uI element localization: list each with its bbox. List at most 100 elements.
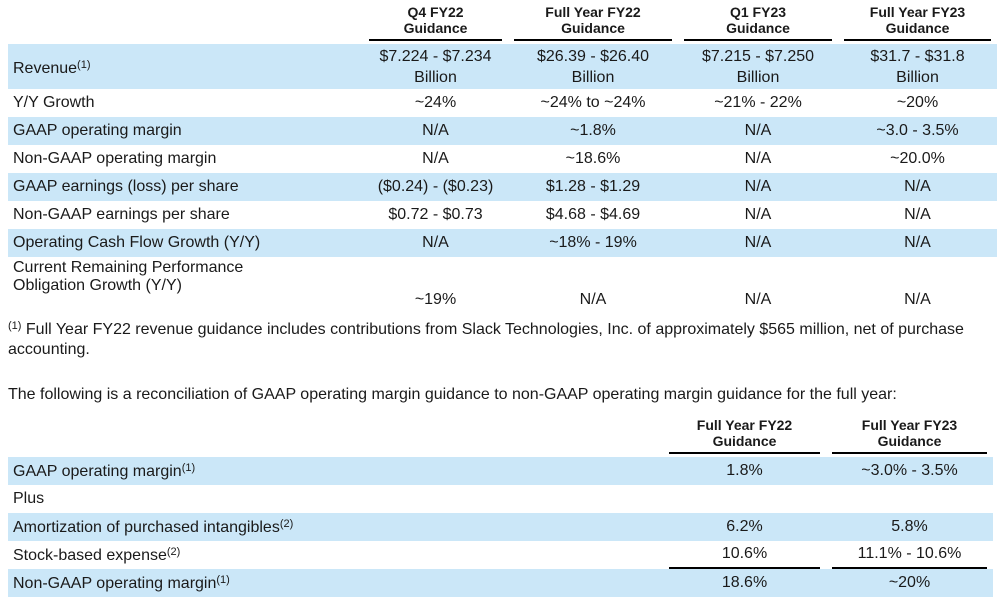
table-row-gaap-operating-margin: GAAP operating margin(1) 1.8% ~3.0% - 3.… [8,457,993,485]
cell-full-year-fy23: ~3.0% - 3.5% [861,462,958,479]
row-label: Revenue [13,59,78,77]
cell-q4-fy22: N/A [422,150,449,167]
cell-full-year-fy23: ~20.0% [890,150,945,167]
cell-full-year-fy22: ~18% - 19% [549,234,637,251]
cell-full-year-fy23: ~3.0 - 3.5% [876,122,959,139]
row-label-superscript: (1) [181,461,196,474]
row-label-superscript: (1) [216,573,230,586]
header-full-year-fy23: Full Year FY23 Guidance [838,4,997,44]
guidance-table-header-row: Q4 FY22 Guidance Full Year FY22 Guidance… [8,4,997,44]
table-row-stock-based-expense: Stock-based expense(2) 10.6% 11.1% - 10.… [8,541,993,569]
cell-full-year-fy23: 5.8% [891,518,928,535]
header-full-year-fy22: Full Year FY22 Guidance [663,417,826,457]
cell-full-year-fy22: ~1.8% [570,122,616,139]
cell-full-year-fy23: N/A [904,234,931,251]
cell-full-year-fy22: N/A [579,291,607,308]
table-row-crpo-growth: Current Remaining Performance Obligation… [8,257,997,312]
header-full-year-fy23: Full Year FY23 Guidance [826,417,993,457]
table-row-non-gaap-operating-margin: Non-GAAP operating margin(1) 18.6% ~20% [8,569,993,597]
row-label: Non-GAAP operating margin [13,150,217,167]
table-row-non-gaap-operating-margin: Non-GAAP operating margin N/A ~18.6% N/A… [8,145,997,173]
cell-full-year-fy23: N/A [904,178,931,195]
reconciliation-table: Full Year FY22 Guidance Full Year FY23 G… [8,417,993,597]
footnote-text: Full Year FY22 revenue guidance includes… [8,321,964,358]
row-label-cell: Amortization of purchased intangibles(2) [8,513,663,541]
cell-full-year-fy22: ~18.6% [565,150,621,167]
header-empty-cell [8,4,363,44]
cell-full-year-fy22: $26.39 - $26.40 Billion [536,47,650,86]
row-label: Plus [13,490,45,507]
row-label-cell: GAAP earnings (loss) per share [8,173,363,201]
reconciliation-intro-paragraph: The following is a reconciliation of GAA… [8,386,897,403]
row-label-superscript: (1) [77,58,91,71]
row-label: Y/Y Growth [13,94,95,111]
row-label-superscript: (2) [166,545,181,558]
cell-q4-fy22: ~19% [414,291,457,308]
guidance-page: Q4 FY22 Guidance Full Year FY22 Guidance… [8,4,997,597]
cell-q4-fy22: $0.72 - $0.73 [388,206,483,223]
cell-q4-fy22: ($0.24) - ($0.23) [377,178,494,195]
header-q4-fy22: Q4 FY22 Guidance [363,4,508,44]
cell-full-year-fy23: 11.1% - 10.6% [826,541,993,569]
row-label-cell: GAAP operating margin [8,117,363,145]
header-empty-cell [8,417,663,457]
cell-full-year-fy23: N/A [904,206,931,223]
table-row-revenue: Revenue(1) $7.224 - $7.234 Billion $26.3… [8,44,997,89]
row-label-cell: Plus [8,485,663,513]
cell-full-year-fy23 [826,485,993,513]
row-label-cell: Non-GAAP operating margin [8,145,363,173]
cell-full-year-fy22: $1.28 - $1.29 [545,178,641,195]
row-label-cell: Revenue(1) [8,44,363,89]
subtotal-rule: 11.1% - 10.6% [832,544,987,569]
cell-q1-fy23: N/A [744,291,772,308]
cell-q4-fy22: $7.224 - $7.234 Billion [379,47,492,86]
row-label-cell: Operating Cash Flow Growth (Y/Y) [8,229,363,257]
row-label-cell: Stock-based expense(2) [8,541,663,569]
cell-full-year-fy22: 6.2% [726,518,763,535]
cell-full-year-fy22 [663,485,826,513]
row-label-cell: GAAP operating margin(1) [8,457,663,485]
cell-full-year-fy23: $31.7 - $31.8 Billion [870,47,965,86]
row-label-cell: Non-GAAP earnings per share [8,201,363,229]
row-label-cell: Non-GAAP operating margin(1) [8,569,663,597]
cell-q4-fy22: ~24% [414,94,457,111]
header-full-year-fy22-label: Full Year FY22 Guidance [514,4,672,41]
cell-full-year-fy23: ~20% [896,94,939,111]
row-label: Non-GAAP earnings per share [13,206,230,223]
cell-full-year-fy22: ~24% to ~24% [540,94,646,111]
table-row-yy-growth: Y/Y Growth ~24% ~24% to ~24% ~21% - 22% … [8,89,997,117]
row-label: GAAP earnings (loss) per share [13,178,239,195]
table-row-operating-cash-flow-growth: Operating Cash Flow Growth (Y/Y) N/A ~18… [8,229,997,257]
cell-full-year-fy22: $4.68 - $4.69 [545,206,641,223]
cell-full-year-fy22: 10.6% [663,541,826,569]
row-label-cell: Current Remaining Performance Obligation… [8,257,363,312]
header-full-year-fy23-label: Full Year FY23 Guidance [844,4,991,41]
table-row-amortization-of-purchased-intangibles: Amortization of purchased intangibles(2)… [8,513,993,541]
header-q1-fy23-label: Q1 FY23 Guidance [684,4,832,41]
row-label: Operating Cash Flow Growth (Y/Y) [13,234,261,251]
table-row-gaap-operating-margin: GAAP operating margin N/A ~1.8% N/A ~3.0… [8,117,997,145]
row-label-cell: Y/Y Growth [8,89,363,117]
row-label: GAAP operating margin [13,462,182,480]
cell-q1-fy23: N/A [744,122,772,139]
cell-full-year-fy23: ~20% [888,574,931,591]
cell-q1-fy23: N/A [744,150,772,167]
row-label: Current Remaining Performance Obligation… [13,259,244,294]
reconciliation-table-header-row: Full Year FY22 Guidance Full Year FY23 G… [8,417,993,457]
header-full-year-fy22-label: Full Year FY22 Guidance [669,417,820,454]
table-row-gaap-eps: GAAP earnings (loss) per share ($0.24) -… [8,173,997,201]
cell-q1-fy23: N/A [744,178,772,195]
cell-q1-fy23: N/A [744,234,772,251]
table-row-plus: Plus [8,485,993,513]
cell-q1-fy23: N/A [744,206,772,223]
header-full-year-fy23-label: Full Year FY23 Guidance [832,417,987,454]
header-full-year-fy22: Full Year FY22 Guidance [508,4,678,44]
footnote-1: (1) Full Year FY22 revenue guidance incl… [8,316,993,360]
row-label-superscript: (2) [279,517,294,530]
cell-full-year-fy22: 1.8% [726,462,763,479]
row-label: Stock-based expense [13,546,167,564]
row-label: Non-GAAP operating margin [13,574,217,592]
cell-full-year-fy22: 18.6% [721,574,768,591]
row-label: GAAP operating margin [13,122,182,139]
guidance-table: Q4 FY22 Guidance Full Year FY22 Guidance… [8,4,997,312]
